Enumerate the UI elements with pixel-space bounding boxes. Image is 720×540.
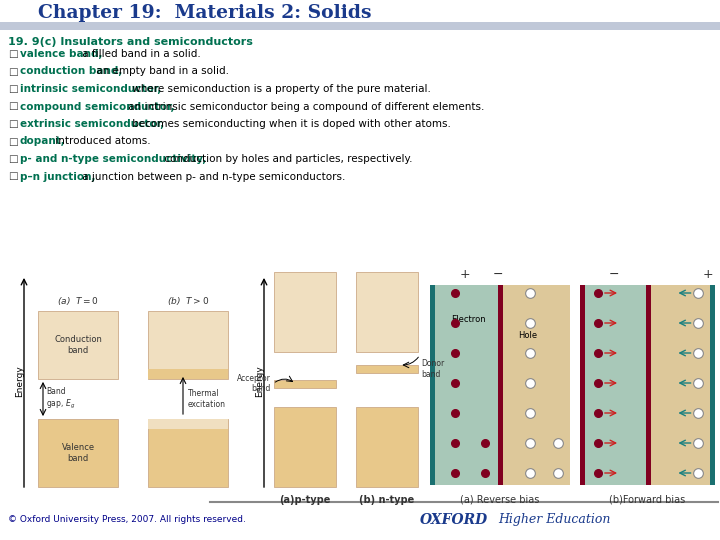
Bar [0,22,720,30]
Text: p- and n-type semiconductivity,: p- and n-type semiconductivity, [20,154,207,164]
Text: (a) Reverse bias: (a) Reverse bias [460,495,540,505]
Text: (b) n-type: (b) n-type [359,495,415,505]
Text: compound semiconductor,: compound semiconductor, [20,102,175,111]
Text: □: □ [8,119,18,129]
Bar [650,285,710,485]
Text: □: □ [8,154,18,164]
Text: conduction band,: conduction band, [20,66,122,77]
Text: dopant,: dopant, [20,137,66,146]
Text: a junction between p- and n-type semiconductors.: a junction between p- and n-type semicon… [79,172,346,181]
Text: Valence
band: Valence band [61,443,94,463]
Text: conduction by holes and particles, respectively.: conduction by holes and particles, respe… [161,154,413,164]
Text: extrinsic semiconductor,: extrinsic semiconductor, [20,119,164,129]
Text: Energy: Energy [256,365,264,397]
Bar [498,285,503,485]
Text: OXFORD: OXFORD [420,513,488,527]
Text: Donor
band: Donor band [421,359,444,379]
Text: Conduction
band: Conduction band [54,335,102,355]
Text: □: □ [8,84,18,94]
Text: 19. 9(c) Insulators and semiconductors: 19. 9(c) Insulators and semiconductors [8,37,253,47]
Text: valence band,: valence band, [20,49,102,59]
Bar [38,311,118,379]
Text: an empty band in a solid.: an empty band in a solid. [93,66,229,77]
Text: Hole: Hole [518,330,538,340]
Text: −: − [492,268,503,281]
Text: becomes semiconducting when it is doped with other atoms.: becomes semiconducting when it is doped … [129,119,451,129]
Text: +: + [459,268,470,281]
Text: (b)Forward bias: (b)Forward bias [609,495,685,505]
Text: where semiconduction is a property of the pure material.: where semiconduction is a property of th… [129,84,431,94]
Bar [148,419,228,487]
Text: p–n junction,: p–n junction, [20,172,96,181]
Text: □: □ [8,66,18,77]
Bar [148,369,228,379]
Text: +: + [703,268,713,281]
Text: (a)p-type: (a)p-type [279,495,330,505]
Text: Thermal
excitation: Thermal excitation [188,389,226,409]
Bar [503,285,570,485]
Text: an intrinsic semiconductor being a compound of different elements.: an intrinsic semiconductor being a compo… [125,102,484,111]
Text: intrinsic semiconductor,: intrinsic semiconductor, [20,84,161,94]
Text: introduced atoms.: introduced atoms. [52,137,150,146]
Bar [356,365,418,373]
Text: Electron: Electron [451,315,485,325]
Text: (a)  $T = 0$: (a) $T = 0$ [57,295,99,307]
Text: Chapter 19:  Materials 2: Solids: Chapter 19: Materials 2: Solids [38,4,372,22]
Bar [38,419,118,487]
Bar [356,272,418,352]
Text: Acceptor
band: Acceptor band [237,374,271,394]
Bar [356,407,418,487]
Text: □: □ [8,49,18,59]
Bar [274,407,336,487]
Bar [274,380,336,388]
Bar [274,272,336,352]
Text: Energy: Energy [16,365,24,397]
Text: a filled band in a solid.: a filled band in a solid. [79,49,201,59]
Text: © Oxford University Press, 2007. All rights reserved.: © Oxford University Press, 2007. All rig… [8,516,246,524]
Bar [148,311,228,379]
Text: −: − [608,268,619,281]
Bar [435,285,498,485]
Text: □: □ [8,102,18,111]
Text: Higher Education: Higher Education [498,514,611,526]
Bar [585,285,646,485]
Text: □: □ [8,137,18,146]
Text: Band
gap, $E_g$: Band gap, $E_g$ [46,387,75,411]
Bar [580,285,585,485]
Bar [430,285,435,485]
Text: □: □ [8,172,18,181]
Bar [148,419,228,429]
Bar [710,285,715,485]
Bar [646,285,650,485]
Text: (b)  $T > 0$: (b) $T > 0$ [167,295,209,307]
